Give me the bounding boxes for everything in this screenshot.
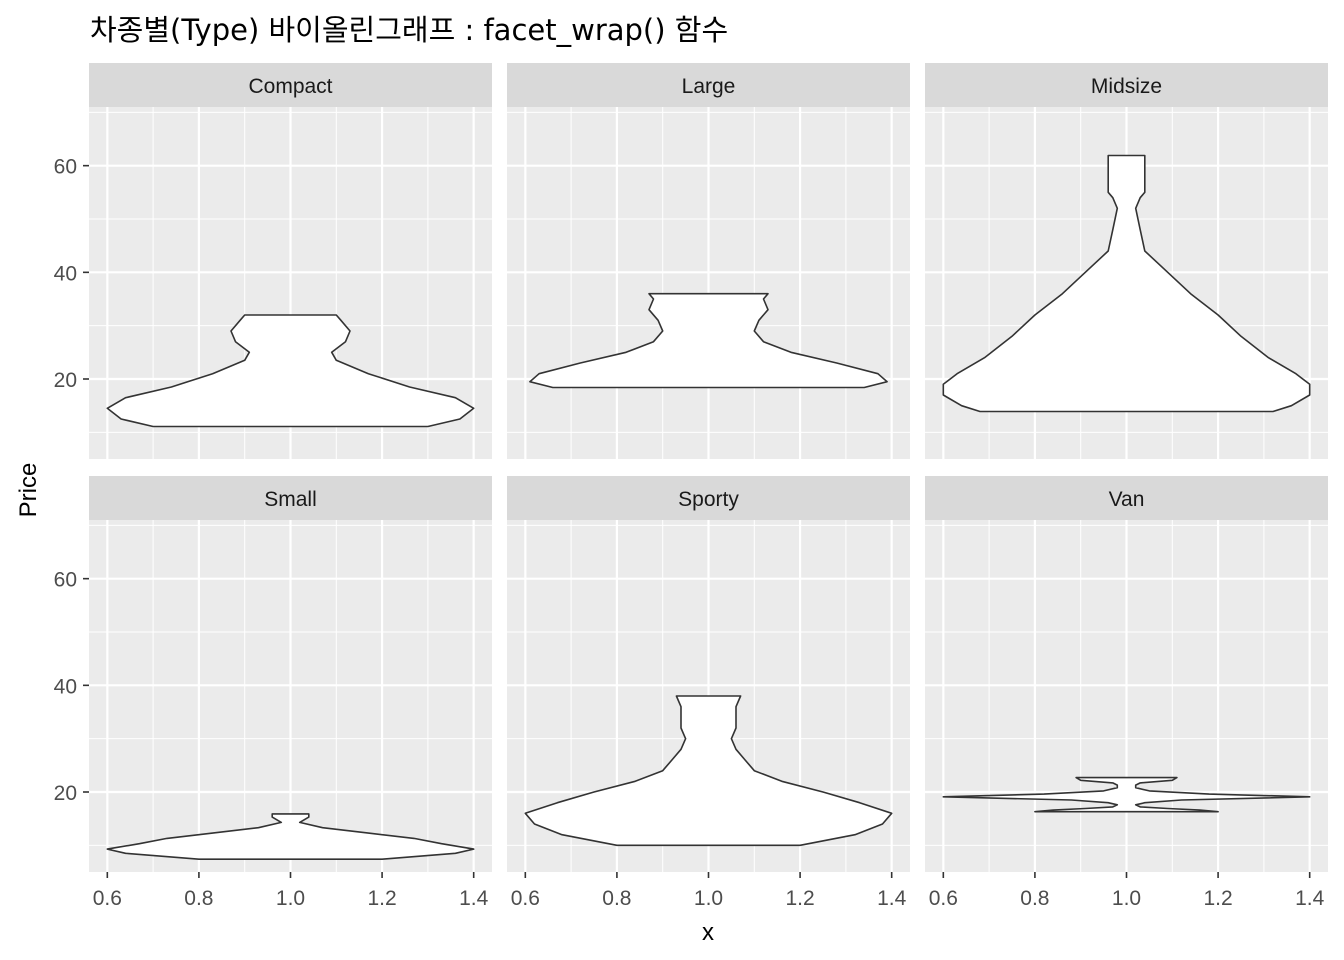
x-tick-label: 1.4 [1295,887,1325,910]
violin-van [942,776,1311,813]
facet-panel-large: Large [507,63,910,459]
y-tick-label: 40 [54,675,77,698]
violin-large [529,292,888,389]
x-tick-label: 1.4 [877,887,907,910]
facet-strip [925,63,1328,107]
facet-panel-van: Van 0.6 0.8 1.0 1.2 1.4 [925,476,1328,910]
x-tick-label: 0.6 [93,887,122,910]
y-tick-label: 60 [54,156,77,179]
x-tick-label: 1.0 [694,887,723,910]
facet-panel-sporty: Sporty 0.6 0.8 1.0 1.2 1.4 [507,476,910,910]
facet-strip [925,476,1328,520]
facet-strip [507,63,910,107]
violin-compact [106,314,475,428]
facet-strip-label: Midsize [1091,75,1162,98]
facet-strip-label: Small [264,488,317,511]
y-tick-label: 20 [54,369,77,392]
facet-strip [89,476,492,520]
violin-midsize [942,154,1311,413]
facet-strip-label: Large [682,75,736,98]
y-tick-label: 40 [54,262,77,285]
facet-strip-label: Van [1109,488,1145,511]
x-tick-label: 1.2 [785,887,814,910]
facet-panel-compact: Compact 20 40 60 [54,63,492,459]
facet-panel-small: Small 20 40 60 0.6 0.8 1.0 1.2 1.4 [54,476,492,910]
facet-strip-label: Sporty [678,488,739,511]
x-tick-label: 0.8 [184,887,213,910]
x-tick-label: 0.8 [1020,887,1049,910]
y-tick-label: 20 [54,782,77,805]
x-tick-label: 1.2 [1203,887,1232,910]
x-tick-label: 0.6 [929,887,958,910]
facet-strip-label: Compact [248,75,332,98]
facet-strip [507,476,910,520]
x-axis-title: x [702,919,714,946]
x-tick-label: 1.4 [459,887,489,910]
y-axis-title: Price [15,463,42,518]
y-tick-label: 60 [54,569,77,592]
violin-sporty [524,695,893,847]
x-tick-label: 1.2 [367,887,396,910]
x-tick-label: 0.6 [511,887,540,910]
facet-strip [89,63,492,107]
facet-panels: Compact 20 40 60 Large Midsize Small 20 40 60 0.6 0… [54,63,1328,910]
facet-panel-midsize: Midsize [925,63,1328,459]
x-tick-label: 1.0 [1112,887,1141,910]
x-tick-label: 0.8 [602,887,631,910]
x-tick-label: 1.0 [276,887,305,910]
chart-title: 차종별(Type) 바이올린그래프 : facet_wrap() 함수 [90,13,728,47]
violin-small [106,813,475,860]
